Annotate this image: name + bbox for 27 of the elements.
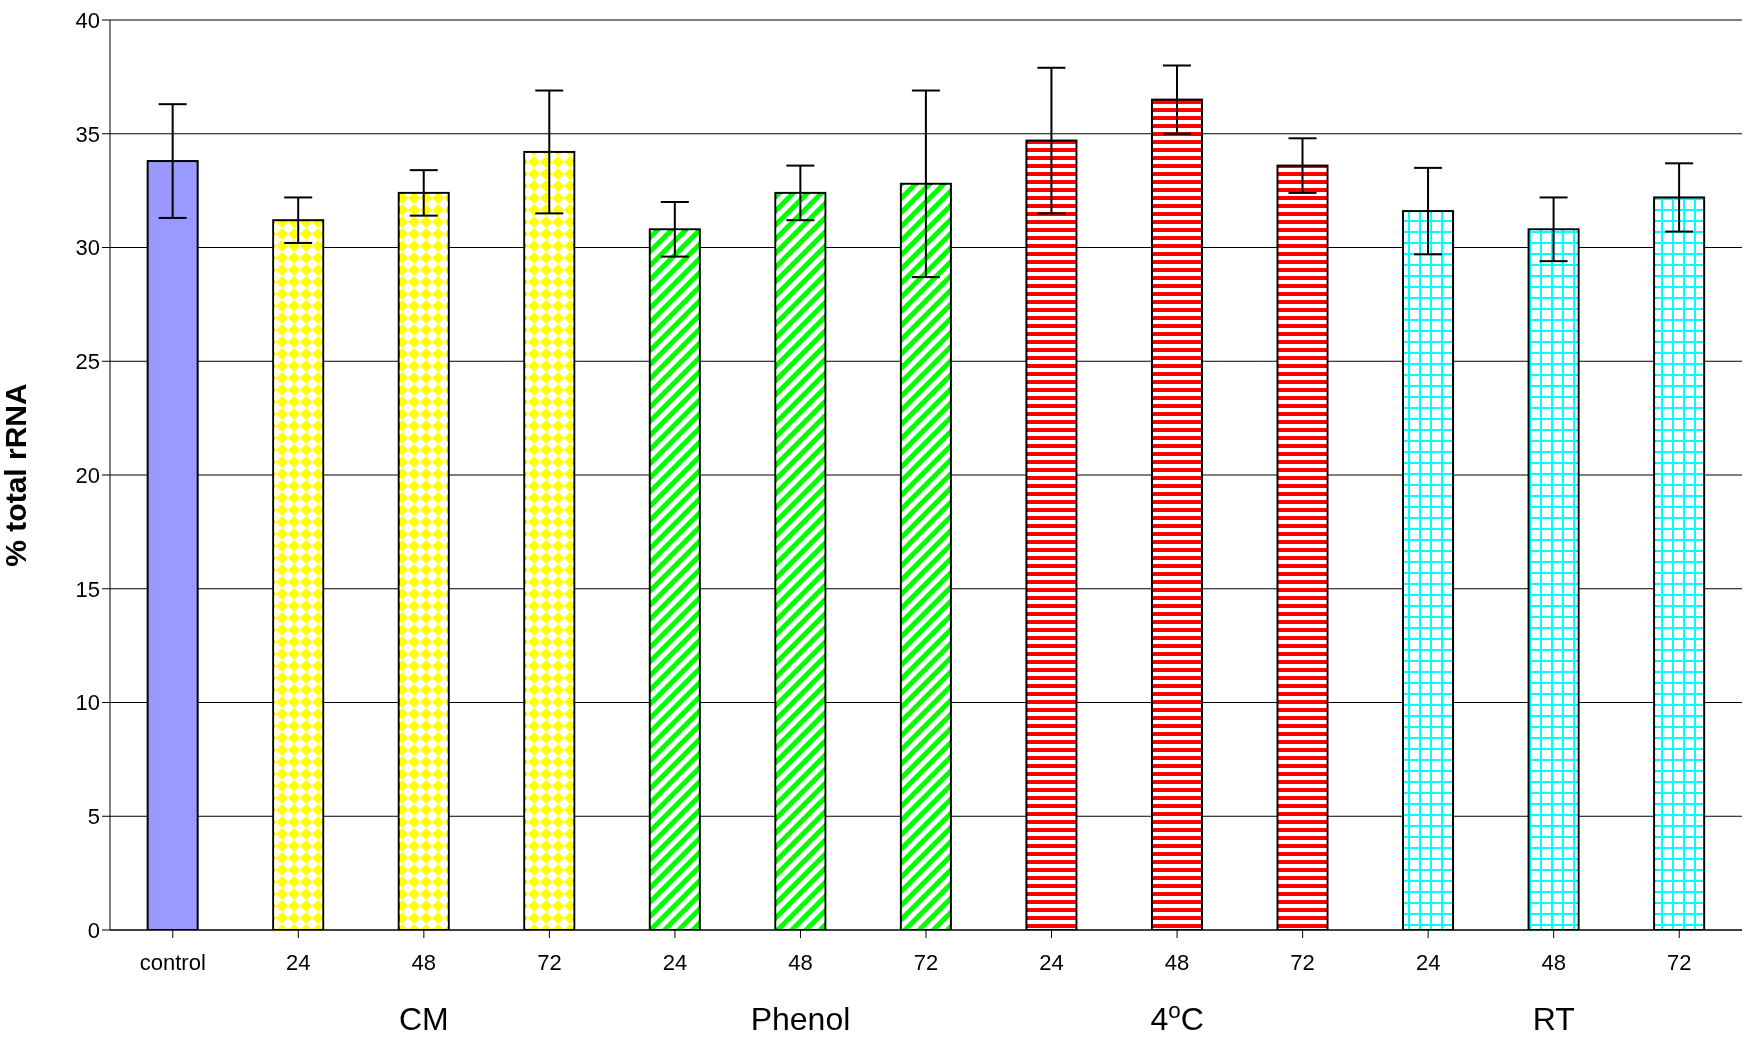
y-tick-label: 25 xyxy=(75,349,100,375)
x-tick-label: 24 xyxy=(1415,949,1441,975)
y-tick-label: 0 xyxy=(87,917,100,943)
y-axis-title: % total rRNA xyxy=(0,383,32,567)
x-tick-label: control xyxy=(139,949,206,975)
x-tick-label: 24 xyxy=(286,949,311,975)
text: CM xyxy=(398,1001,449,1037)
y-tick-label: 40 xyxy=(75,7,100,33)
x-tick-label: 24 xyxy=(662,949,688,975)
text: RT xyxy=(1532,1001,1575,1037)
x-tick-label: 72 xyxy=(913,949,939,975)
text: 4$^{o}$C xyxy=(1150,997,1204,1037)
x-tick-label: 48 xyxy=(788,949,813,975)
text: Phenol xyxy=(750,1001,851,1037)
x-tick-label: 24 xyxy=(1039,949,1064,975)
y-tick-label: 30 xyxy=(75,235,100,261)
y-tick-label: 10 xyxy=(75,690,100,716)
x-tick-label: 72 xyxy=(537,949,562,975)
y-tick-label: 15 xyxy=(75,576,100,602)
x-tick-label: 72 xyxy=(1666,949,1692,975)
x-tick-label: 72 xyxy=(1290,949,1315,975)
y-tick-label: 5 xyxy=(87,804,100,830)
y-tick-label: 20 xyxy=(75,462,100,488)
y-tick-label: 35 xyxy=(75,121,100,147)
x-tick-label: 48 xyxy=(1164,949,1190,975)
x-tick-label: 48 xyxy=(411,949,437,975)
x-tick-label: 48 xyxy=(1541,949,1566,975)
